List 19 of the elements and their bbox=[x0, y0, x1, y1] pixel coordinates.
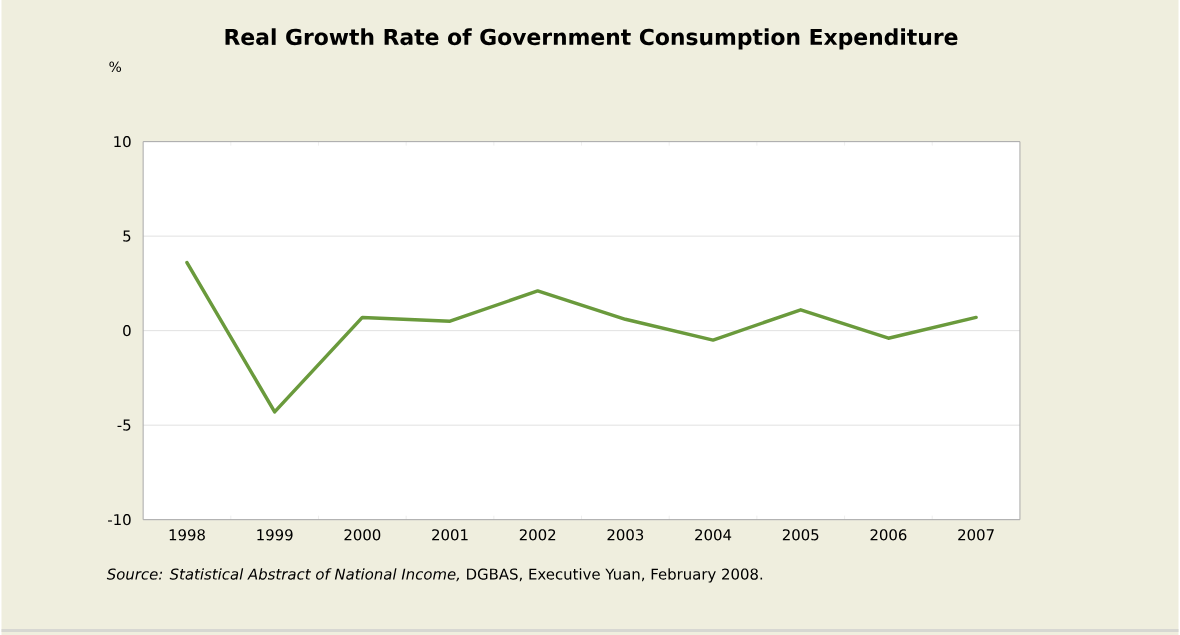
x-tick-label: 2002 bbox=[519, 528, 556, 541]
y-tick-label: 0 bbox=[123, 324, 131, 337]
x-tick-label: 2004 bbox=[695, 528, 732, 541]
chart-title: Real Growth Rate of Government Consumption Expenditure bbox=[225, 28, 958, 50]
x-tick-label: 2006 bbox=[870, 528, 907, 541]
x-tick-label: 2000 bbox=[344, 528, 381, 541]
x-tick-label: 1998 bbox=[169, 528, 205, 541]
x-tick-label: 2001 bbox=[432, 528, 468, 541]
y-tick-label: -5 bbox=[117, 419, 131, 431]
y-tick-label: 5 bbox=[123, 230, 131, 242]
x-tick-label: 1999 bbox=[257, 528, 293, 541]
line-series bbox=[185, 260, 978, 414]
y-tick-label: 10 bbox=[114, 135, 131, 148]
x-tick-label: 2007 bbox=[958, 528, 994, 541]
text: Source: Statistical Abstract of National Income, DGBAS, Executive Yuan, February 2008. bbox=[106, 568, 763, 583]
x-tick-label: 2003 bbox=[607, 528, 644, 541]
x-tick-label: 2005 bbox=[782, 528, 819, 541]
y-axis-title: % bbox=[109, 61, 122, 72]
y-tick-label: -10 bbox=[108, 513, 131, 526]
